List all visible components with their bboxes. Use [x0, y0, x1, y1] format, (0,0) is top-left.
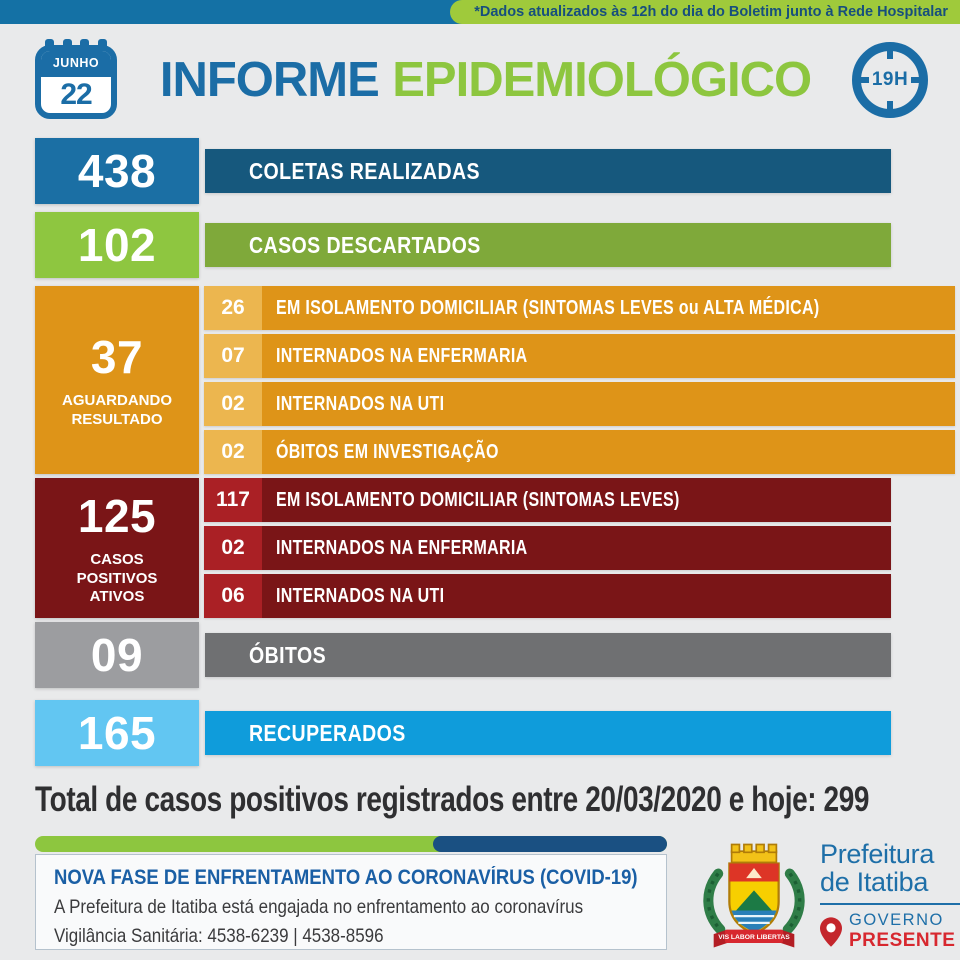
info-box-accent-bar — [35, 836, 667, 852]
stat-row-descartados: 102 CASOS DESCARTADOS — [35, 212, 891, 278]
descartados-label: CASOS DESCARTADOS — [249, 231, 481, 258]
time-badge: 19H — [871, 69, 909, 90]
aguardando-item: 02 INTERNADOS NA UTI — [204, 382, 956, 426]
positivos-item: 117 EM ISOLAMENTO DOMICILIAR (SINTOMAS L… — [204, 478, 891, 522]
stat-row-coletas: 438 COLETAS REALIZADAS — [35, 138, 891, 204]
calendar-rings-icon — [45, 39, 107, 50]
descartados-value: 102 — [35, 212, 199, 278]
stat-row-obitos: 09 ÓBITOS — [35, 622, 891, 688]
coletas-value: 438 — [35, 138, 199, 204]
positivos-label: CASOS POSITIVOS ATIVOS — [76, 550, 158, 606]
itatiba-coat-of-arms-icon: VIS LABOR LIBERTAS — [703, 843, 805, 948]
positivos-item: 02 INTERNADOS NA ENFERMARIA — [204, 526, 891, 570]
item-label: INTERNADOS NA UTI — [276, 392, 445, 415]
obitos-value: 09 — [35, 622, 199, 688]
item-label: EM ISOLAMENTO DOMICILIAR (SINTOMAS LEVES… — [276, 296, 820, 319]
total-cases-line: Total de casos positivos registrados ent… — [35, 780, 870, 819]
positivos-item: 06 INTERNADOS NA UTI — [204, 574, 891, 618]
item-label: EM ISOLAMENTO DOMICILIAR (SINTOMAS LEVES… — [276, 488, 680, 511]
item-label: INTERNADOS NA ENFERMARIA — [276, 344, 528, 367]
clock-19h-icon: 19H — [852, 42, 928, 118]
calendar-month: JUNHO — [41, 51, 111, 77]
aguardando-value: 37 — [90, 331, 144, 384]
coletas-label: COLETAS REALIZADAS — [249, 157, 481, 184]
recuperados-bar: RECUPERADOS — [205, 711, 891, 755]
obitos-label: ÓBITOS — [249, 641, 327, 668]
logo-name-line2: de Itatiba — [820, 867, 929, 897]
aguardando-item: 26 EM ISOLAMENTO DOMICILIAR (SINTOMAS LE… — [204, 286, 956, 330]
stats-list: 438 COLETAS REALIZADAS 102 CASOS DESCART… — [35, 138, 956, 774]
item-value: 117 — [204, 478, 262, 522]
prefeitura-logo: VIS LABOR LIBERTAS Prefeitura de Itatiba… — [698, 838, 960, 954]
coletas-bar: COLETAS REALIZADAS — [205, 149, 891, 193]
presente-label: PRESENTE — [849, 930, 956, 952]
governo-label: GOVERNO — [849, 911, 944, 930]
aguardando-item: 02 ÓBITOS EM INVESTIGAÇÃO — [204, 430, 956, 474]
logo-divider — [820, 903, 960, 906]
item-label: INTERNADOS NA UTI — [276, 584, 445, 607]
positivos-summary: 125 CASOS POSITIVOS ATIVOS — [35, 478, 199, 618]
update-note-pill: *Dados atualizados às 12h do dia do Bole… — [450, 0, 960, 24]
positivos-value: 125 — [77, 489, 157, 542]
title-epidemiologico: EPIDEMIOLÓGICO — [392, 53, 812, 107]
item-value: 02 — [204, 382, 262, 426]
covid-info-box: NOVA FASE DE ENFRENTAMENTO AO CORONAVÍRU… — [35, 836, 667, 950]
item-value: 06 — [204, 574, 262, 618]
item-value: 07 — [204, 334, 262, 378]
header: JUNHO 22 INFORME EPIDEMIOLÓGICO 19H — [35, 38, 928, 122]
recuperados-value: 165 — [35, 700, 199, 766]
descartados-bar: CASOS DESCARTADOS — [205, 223, 891, 267]
recuperados-label: RECUPERADOS — [249, 719, 406, 746]
calendar-icon: JUNHO 22 — [35, 39, 119, 121]
title-informe: INFORME — [159, 53, 380, 107]
update-note-text: *Dados atualizados às 12h do dia do Bole… — [474, 4, 948, 20]
info-box-line2: Vigilância Sanitária: 4538-6239 | 4538-8… — [54, 925, 384, 947]
obitos-bar: ÓBITOS — [205, 633, 891, 677]
stat-group-positivos: 125 CASOS POSITIVOS ATIVOS 117 EM ISOLAM… — [35, 478, 891, 618]
item-label: ÓBITOS EM INVESTIGAÇÃO — [276, 440, 499, 463]
calendar-day: 22 — [60, 78, 92, 111]
info-box-headline: NOVA FASE DE ENFRENTAMENTO AO CORONAVÍRU… — [54, 866, 638, 889]
item-value: 26 — [204, 286, 262, 330]
stat-group-aguardando: 37 AGUARDANDO RESULTADO 26 EM ISOLAMENTO… — [35, 286, 956, 474]
item-value: 02 — [204, 430, 262, 474]
item-value: 02 — [204, 526, 262, 570]
stat-row-recuperados: 165 RECUPERADOS — [35, 700, 891, 766]
aguardando-item: 07 INTERNADOS NA ENFERMARIA — [204, 334, 956, 378]
info-box-line1: A Prefeitura de Itatiba está engajada no… — [54, 896, 584, 918]
item-label: INTERNADOS NA ENFERMARIA — [276, 536, 528, 559]
page-title: INFORME EPIDEMIOLÓGICO — [119, 52, 852, 108]
logo-name-line1: Prefeitura — [820, 838, 935, 869]
top-bar: *Dados atualizados às 12h do dia do Bole… — [0, 0, 960, 24]
aguardando-summary: 37 AGUARDANDO RESULTADO — [35, 286, 199, 474]
aguardando-label: AGUARDANDO RESULTADO — [62, 392, 172, 428]
svg-text:VIS LABOR LIBERTAS: VIS LABOR LIBERTAS — [718, 934, 790, 941]
map-pin-icon — [820, 917, 842, 947]
